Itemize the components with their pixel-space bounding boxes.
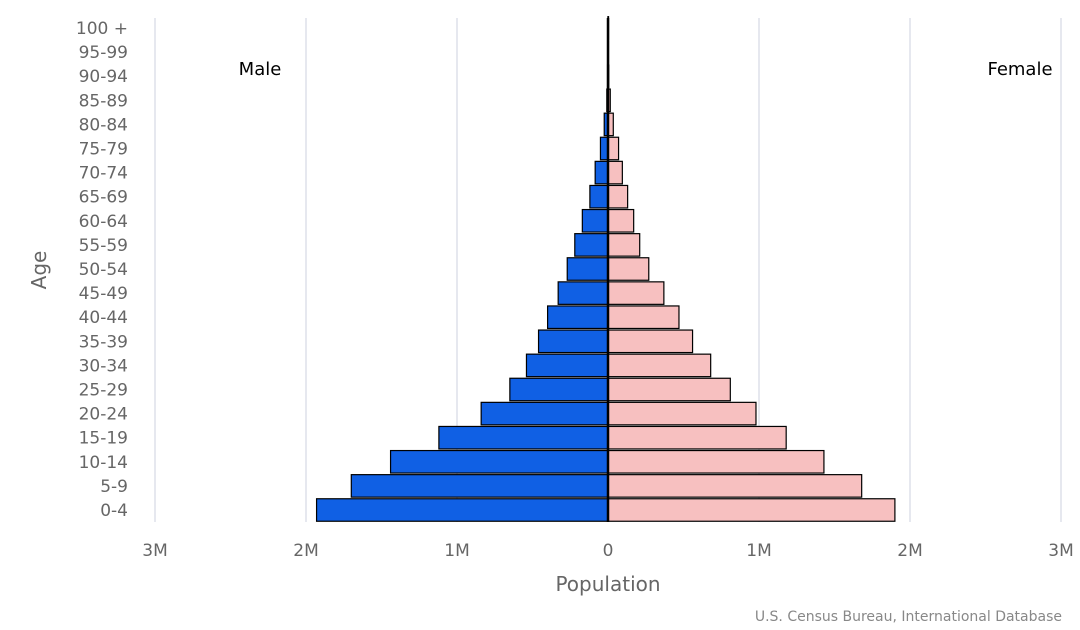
female-bar-0-4[interactable] bbox=[607, 498, 896, 522]
age-tick-label: 95-99 bbox=[79, 43, 128, 63]
male-side-label: Male bbox=[239, 59, 282, 80]
age-tick-label: 25-29 bbox=[79, 381, 128, 401]
female-side-label: Female bbox=[987, 59, 1052, 80]
female-bar-75-79[interactable] bbox=[607, 136, 620, 161]
population-tick-label: 0 bbox=[603, 541, 614, 561]
female-bar-5-9[interactable] bbox=[607, 474, 863, 498]
y-axis-title: Age bbox=[27, 251, 51, 290]
female-bar-40-44[interactable] bbox=[607, 305, 680, 330]
male-bar-5-9[interactable] bbox=[350, 474, 609, 498]
male-bar-55-59[interactable] bbox=[574, 233, 609, 257]
age-tick-label: 0-4 bbox=[100, 501, 128, 521]
population-tick-label: 2M bbox=[293, 541, 318, 561]
female-bar-55-59[interactable] bbox=[607, 233, 641, 257]
age-tick-label: 70-74 bbox=[79, 164, 128, 184]
female-bar-70-74[interactable] bbox=[607, 160, 623, 185]
age-tick-label: 20-24 bbox=[79, 405, 128, 425]
age-tick-label: 75-79 bbox=[79, 140, 128, 160]
age-tick-label: 100 + bbox=[76, 19, 128, 39]
age-tick-label: 15-19 bbox=[79, 429, 128, 449]
male-bar-70-74[interactable] bbox=[594, 160, 609, 185]
bars bbox=[315, 16, 896, 522]
age-tick-label: 50-54 bbox=[79, 260, 128, 280]
age-tick-label: 10-14 bbox=[79, 453, 128, 473]
gridlines bbox=[154, 18, 1062, 522]
male-bar-30-34[interactable] bbox=[525, 353, 609, 378]
male-bar-0-4[interactable] bbox=[315, 498, 609, 522]
female-bar-20-24[interactable] bbox=[607, 401, 757, 426]
female-bar-30-34[interactable] bbox=[607, 353, 712, 378]
age-tick-label: 45-49 bbox=[79, 284, 128, 304]
age-tick-label: 85-89 bbox=[79, 91, 128, 111]
population-tick-label: 3M bbox=[142, 541, 167, 561]
age-tick-label: 5-9 bbox=[100, 477, 128, 497]
population-tick-label: 1M bbox=[444, 541, 469, 561]
source-credit[interactable]: U.S. Census Bureau, International Databa… bbox=[755, 609, 1062, 625]
female-bar-35-39[interactable] bbox=[607, 329, 694, 354]
female-bar-10-14[interactable] bbox=[607, 449, 825, 474]
age-tick-labels: 0-4 5-9 10-14 15-19 20-24 25-29 30-34 35-39 40-4… bbox=[76, 19, 128, 521]
male-bar-60-64[interactable] bbox=[581, 208, 609, 233]
male-bar-25-29[interactable] bbox=[509, 377, 609, 402]
population-tick-labels: 3M 2M 1M 0 1M 2M 3M bbox=[142, 541, 1073, 561]
age-tick-label: 55-59 bbox=[79, 236, 128, 256]
age-tick-label: 65-69 bbox=[79, 188, 128, 208]
female-bar-15-19[interactable] bbox=[607, 425, 787, 450]
female-bar-60-64[interactable] bbox=[607, 208, 635, 233]
male-bar-40-44[interactable] bbox=[546, 305, 609, 330]
male-bar-20-24[interactable] bbox=[480, 401, 609, 426]
male-bar-35-39[interactable] bbox=[537, 329, 609, 354]
male-bar-10-14[interactable] bbox=[389, 449, 609, 474]
female-bar-65-69[interactable] bbox=[607, 184, 629, 209]
male-bar-65-69[interactable] bbox=[589, 184, 609, 209]
age-tick-label: 60-64 bbox=[79, 212, 128, 232]
male-bar-50-54[interactable] bbox=[566, 257, 609, 281]
age-tick-label: 35-39 bbox=[79, 332, 128, 352]
population-tick-label: 1M bbox=[746, 541, 771, 561]
male-bar-45-49[interactable] bbox=[557, 281, 609, 305]
x-axis-title: Population bbox=[555, 572, 660, 596]
age-tick-label: 80-84 bbox=[79, 115, 128, 135]
population-tick-label: 3M bbox=[1048, 541, 1073, 561]
female-bar-25-29[interactable] bbox=[607, 377, 731, 402]
age-tick-label: 90-94 bbox=[79, 67, 128, 87]
age-tick-label: 30-34 bbox=[79, 356, 128, 376]
female-bar-50-54[interactable] bbox=[607, 257, 650, 281]
male-bar-15-19[interactable] bbox=[438, 425, 609, 450]
female-bar-45-49[interactable] bbox=[607, 281, 665, 305]
age-tick-label: 40-44 bbox=[79, 308, 128, 328]
population-tick-label: 2M bbox=[897, 541, 922, 561]
